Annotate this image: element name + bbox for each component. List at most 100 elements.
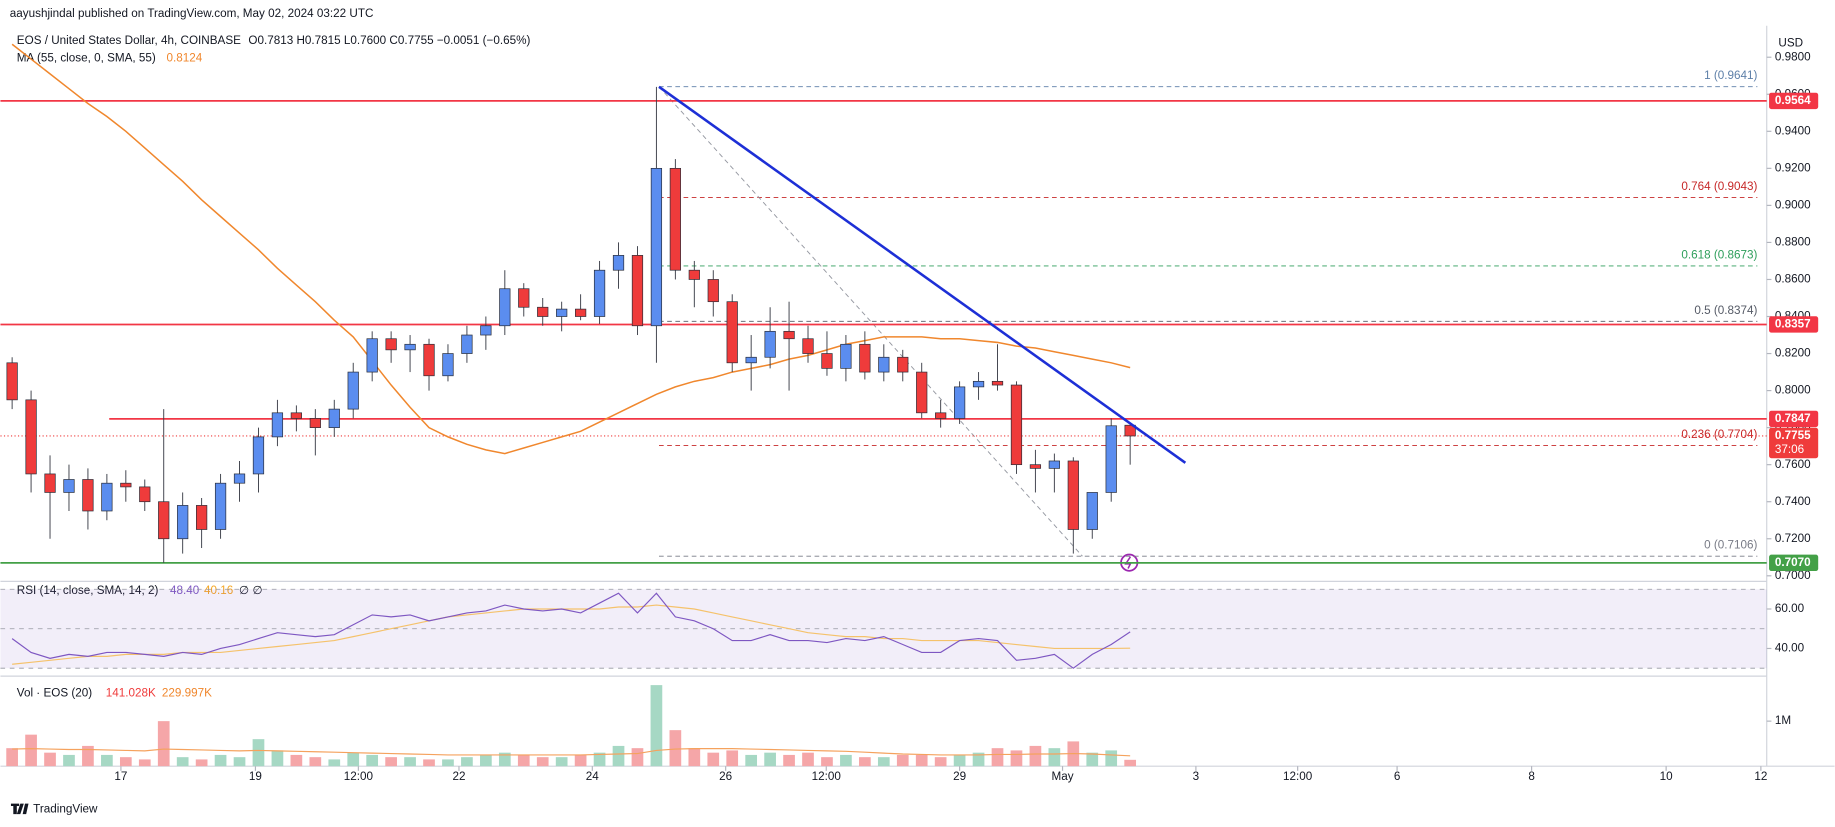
volume-bar [1086, 752, 1099, 767]
volume-bar [688, 748, 701, 767]
volume-bar [214, 754, 227, 767]
price-tag-label: 0.8357 [1775, 318, 1811, 331]
volume-bar [650, 685, 663, 767]
x-tick-label: 24 [586, 770, 600, 783]
x-tick-label: 26 [719, 770, 732, 783]
x-tick-label: 3 [1193, 770, 1200, 783]
fib-diagonal [658, 86, 1083, 557]
ma-value: 0.8124 [167, 52, 203, 65]
fib-label: 0.236 (0.7704) [1681, 428, 1757, 441]
volume-bar [593, 752, 606, 767]
volume-bar [498, 752, 511, 767]
candle-body [252, 436, 265, 475]
price-tag-label: 0.9564 [1775, 94, 1811, 107]
candle-body [745, 356, 757, 364]
volume-bar [82, 745, 94, 767]
volume-bar [385, 757, 397, 767]
candle-body [764, 330, 776, 358]
candle-body [556, 308, 568, 317]
candle-body [480, 325, 492, 336]
volume-bar [764, 752, 776, 767]
ma-line [11, 43, 1131, 455]
candle-body [1086, 492, 1098, 530]
vol-ma-line [12, 748, 1131, 757]
candle-body [821, 353, 833, 369]
volume-bar [896, 754, 909, 767]
x-tick-label: 19 [249, 770, 262, 783]
volume-bar [423, 759, 435, 767]
price-tag [1769, 316, 1819, 333]
candle-body [25, 399, 37, 475]
trendline [658, 85, 1187, 464]
candle-body [878, 356, 890, 373]
price-tag [1769, 427, 1819, 459]
volume-bar [612, 745, 625, 767]
candle-body [935, 412, 947, 419]
candle-body [1105, 425, 1117, 493]
x-tick-label: 6 [1394, 770, 1401, 783]
candle-body [991, 380, 1004, 386]
volume-bar [25, 734, 37, 767]
volume-bar [1105, 750, 1118, 767]
volume-bar [555, 757, 568, 767]
rsi-tick-label: 40.00 [1775, 642, 1805, 655]
volume-bar [328, 759, 341, 767]
symbol: EOS / United States Dollar, 4h, COINBASE [17, 34, 241, 47]
y-tick-label: 0.7400 [1775, 495, 1811, 508]
candle-body [442, 353, 454, 377]
x-tick-label: 12:00 [344, 770, 374, 783]
candle-body [328, 408, 340, 428]
volume-bar [44, 752, 56, 767]
footer-text: TradingView [33, 803, 98, 816]
candle-body [688, 269, 700, 280]
x-tick-label: 29 [953, 770, 966, 783]
candle-body [953, 386, 966, 419]
x-tick-label: 22 [452, 770, 465, 783]
volume-bar [119, 757, 132, 767]
candle-body [139, 486, 151, 503]
candle-body [366, 338, 378, 373]
x-tick-label: 8 [1528, 770, 1535, 783]
price-tag [1769, 92, 1819, 110]
volume-bar [157, 721, 170, 767]
volume-bar [138, 759, 151, 767]
candle-body [972, 380, 985, 388]
fib-label: 0.764 (0.9043) [1681, 180, 1757, 193]
candle-body [120, 482, 132, 488]
volume-bar [991, 748, 1004, 767]
volume-bar [176, 757, 189, 767]
candle-body [177, 505, 189, 540]
candle-body [347, 371, 359, 410]
candle-body [518, 288, 530, 308]
candle-body [214, 482, 227, 530]
volume-bar [195, 759, 208, 767]
candle-body [101, 482, 113, 512]
price-tag-label: 0.7847 [1775, 412, 1811, 425]
volume-bar [366, 754, 379, 767]
rsi-value: 48.40 [170, 584, 200, 597]
candle-body [309, 418, 321, 428]
rsi-ma-line [12, 604, 1131, 665]
volume-bar [309, 757, 322, 767]
candle-body [707, 279, 719, 303]
candle-body [1067, 460, 1079, 530]
volume-bar [461, 757, 473, 767]
candle-body [404, 343, 416, 351]
y-tick-label: 0.7000 [1775, 569, 1811, 582]
candle-body [290, 412, 302, 419]
candle-body [1029, 464, 1042, 469]
volume-bar [1048, 748, 1061, 767]
vol-label: Vol · EOS (20) [17, 687, 92, 700]
rsi-ma-value: 40.16 [204, 584, 233, 597]
candle-body [1048, 460, 1060, 469]
ma-label: MA (55, close, 0, SMA, 55) [17, 52, 156, 65]
volume-bar [877, 757, 890, 767]
volume-bar [707, 752, 720, 767]
volume-bar [953, 754, 966, 767]
volume-bar [517, 754, 530, 767]
y-tick-label: 0.7200 [1775, 532, 1811, 545]
volume-bar [802, 752, 814, 767]
y-tick-label: 0.8800 [1775, 236, 1811, 249]
y-tick-label: 0.8000 [1775, 384, 1811, 397]
candle-body [196, 505, 208, 530]
